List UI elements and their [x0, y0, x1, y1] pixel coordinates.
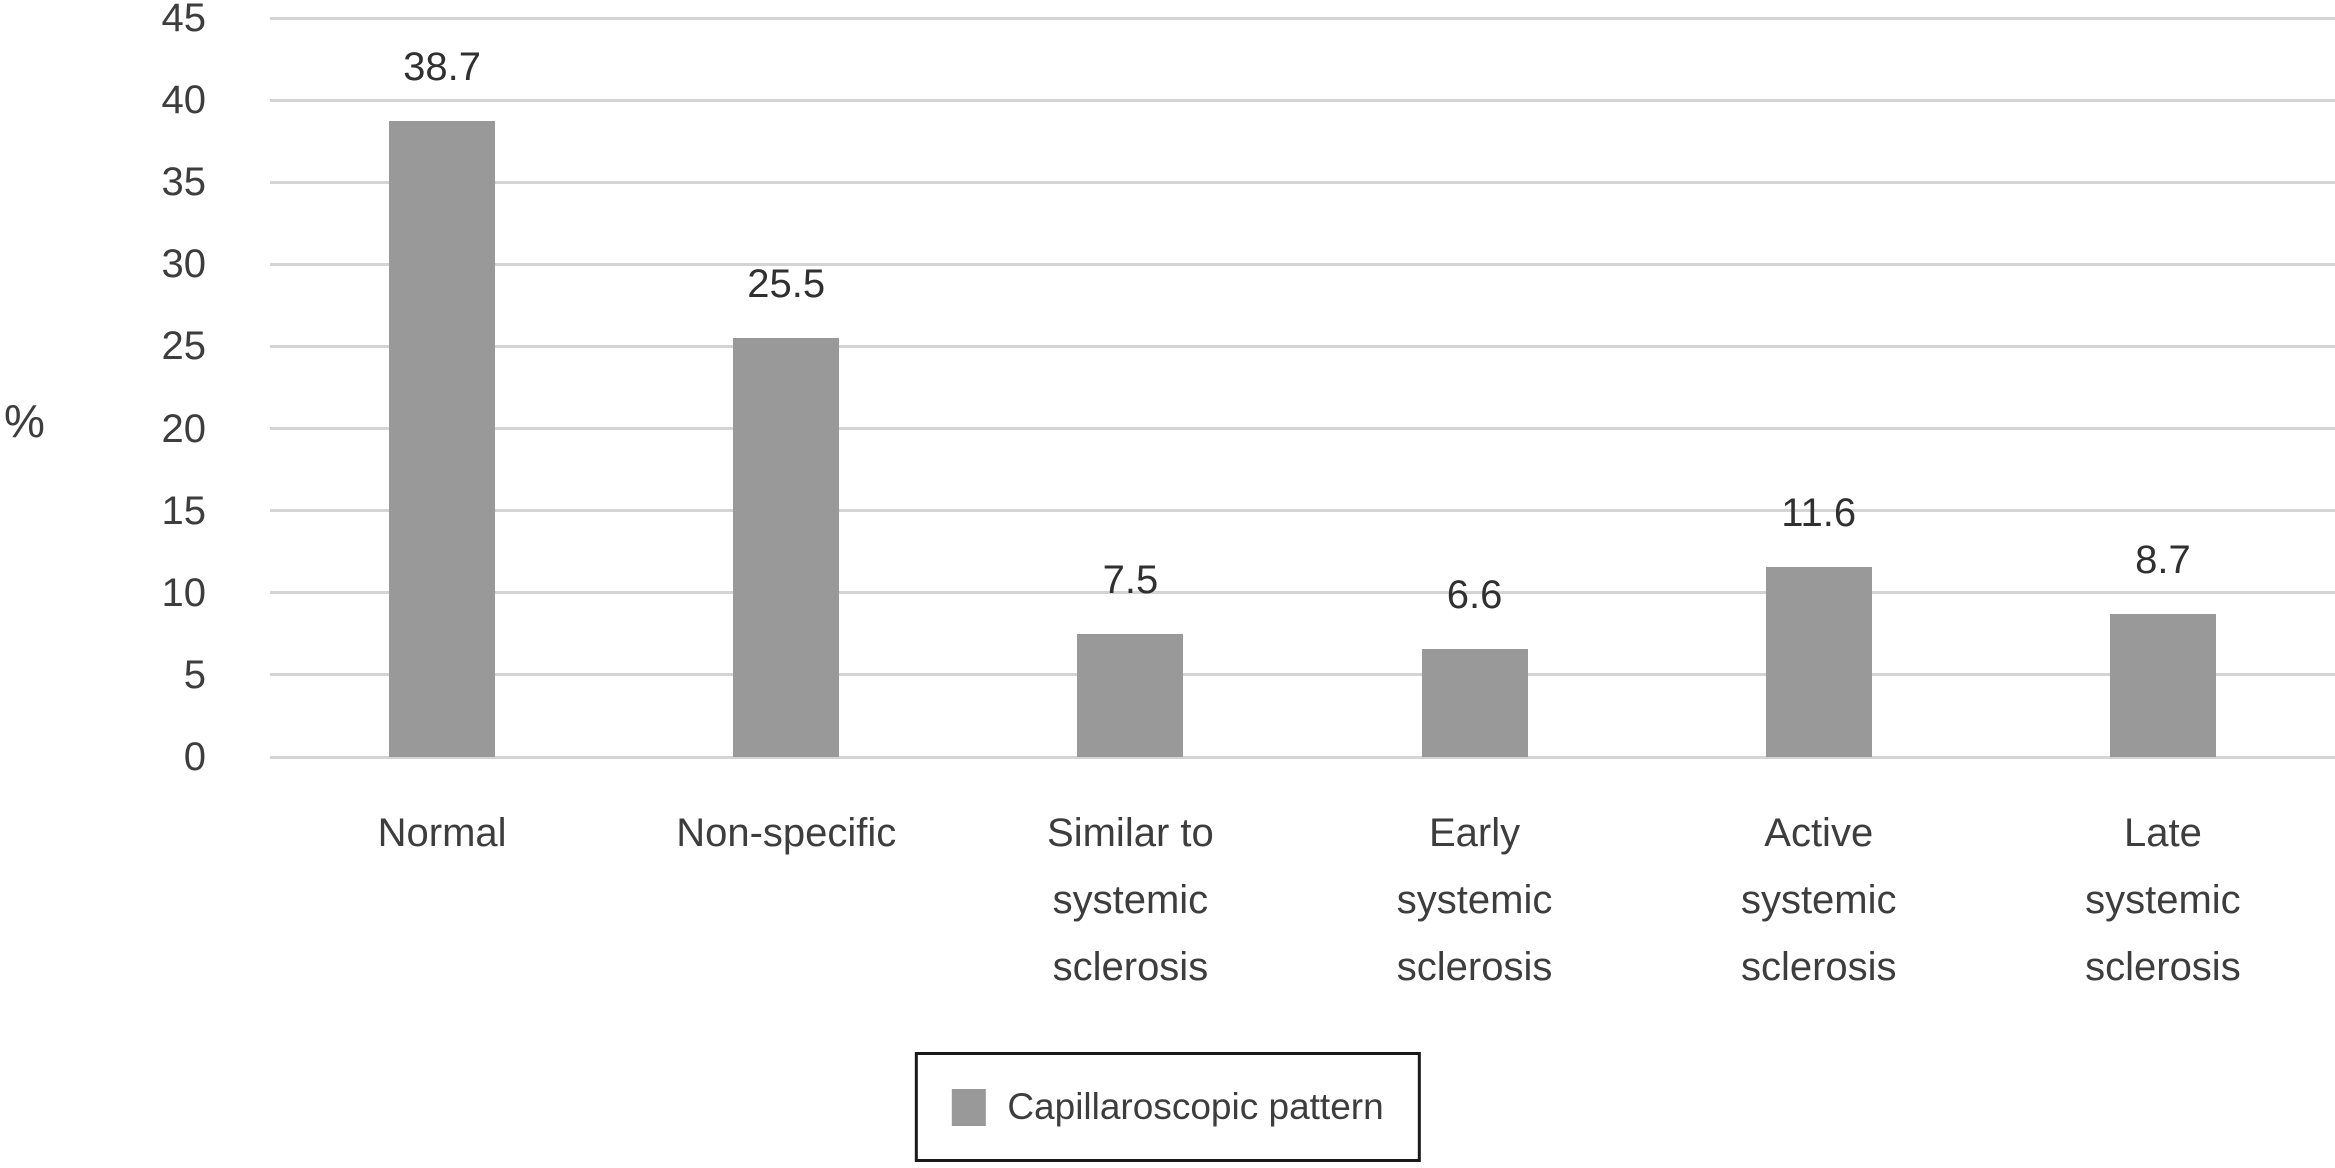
gridline: [270, 673, 2335, 677]
gridline: [270, 16, 2335, 20]
y-tick-label: 30: [161, 242, 207, 287]
y-tick-label: 35: [161, 160, 207, 205]
y-tick-label: 45: [161, 0, 207, 40]
legend: Capillaroscopic pattern: [914, 1052, 1421, 1162]
bar: [2109, 614, 2216, 757]
bar-value-label: 6.6: [1446, 572, 1503, 617]
gridline: [270, 262, 2335, 266]
bar-value-label: 8.7: [2135, 538, 2191, 583]
gridline: [270, 180, 2335, 184]
x-category-label: Similar to systemic sclerosis: [1047, 811, 1214, 989]
gridline: [270, 591, 2335, 595]
bar: [1765, 566, 1872, 757]
y-tick-label: 25: [161, 324, 207, 369]
x-category-label: Early systemic sclerosis: [1396, 811, 1553, 989]
y-axis-title: %: [4, 395, 45, 447]
x-category-label: Non-specific: [676, 811, 897, 855]
y-tick-label: 0: [183, 735, 206, 779]
gridline: [270, 427, 2335, 431]
y-tick-label: 15: [161, 488, 207, 533]
bar: [1077, 633, 1184, 757]
legend-swatch-icon: [951, 1088, 986, 1126]
bar-value-label: 25.5: [747, 262, 826, 307]
gridline: [270, 755, 2335, 759]
bar-value-label: 7.5: [1102, 557, 1159, 602]
gridline: [270, 98, 2335, 102]
bar-value-label: 11.6: [1781, 490, 1857, 535]
y-tick-label: 5: [183, 652, 206, 697]
bar-value-label: 38.7: [403, 45, 481, 90]
bar: [1421, 648, 1528, 757]
legend-label: Capillaroscopic pattern: [1007, 1086, 1384, 1127]
y-tick-label: 20: [161, 406, 207, 451]
gridline: [270, 344, 2335, 348]
y-tick-label: 10: [161, 570, 207, 615]
x-category-label: Active systemic sclerosis: [1740, 811, 1897, 989]
x-category-label: Normal: [377, 811, 507, 855]
gridline: [270, 509, 2335, 513]
plot-area: 38.7 25.5 7.5 6.6 11.6 8.7: [270, 16, 2335, 759]
bar: [733, 338, 840, 757]
bar: [389, 121, 496, 757]
y-tick-label: 40: [161, 78, 207, 123]
x-category-label: Late systemic sclerosis: [2085, 811, 2241, 989]
